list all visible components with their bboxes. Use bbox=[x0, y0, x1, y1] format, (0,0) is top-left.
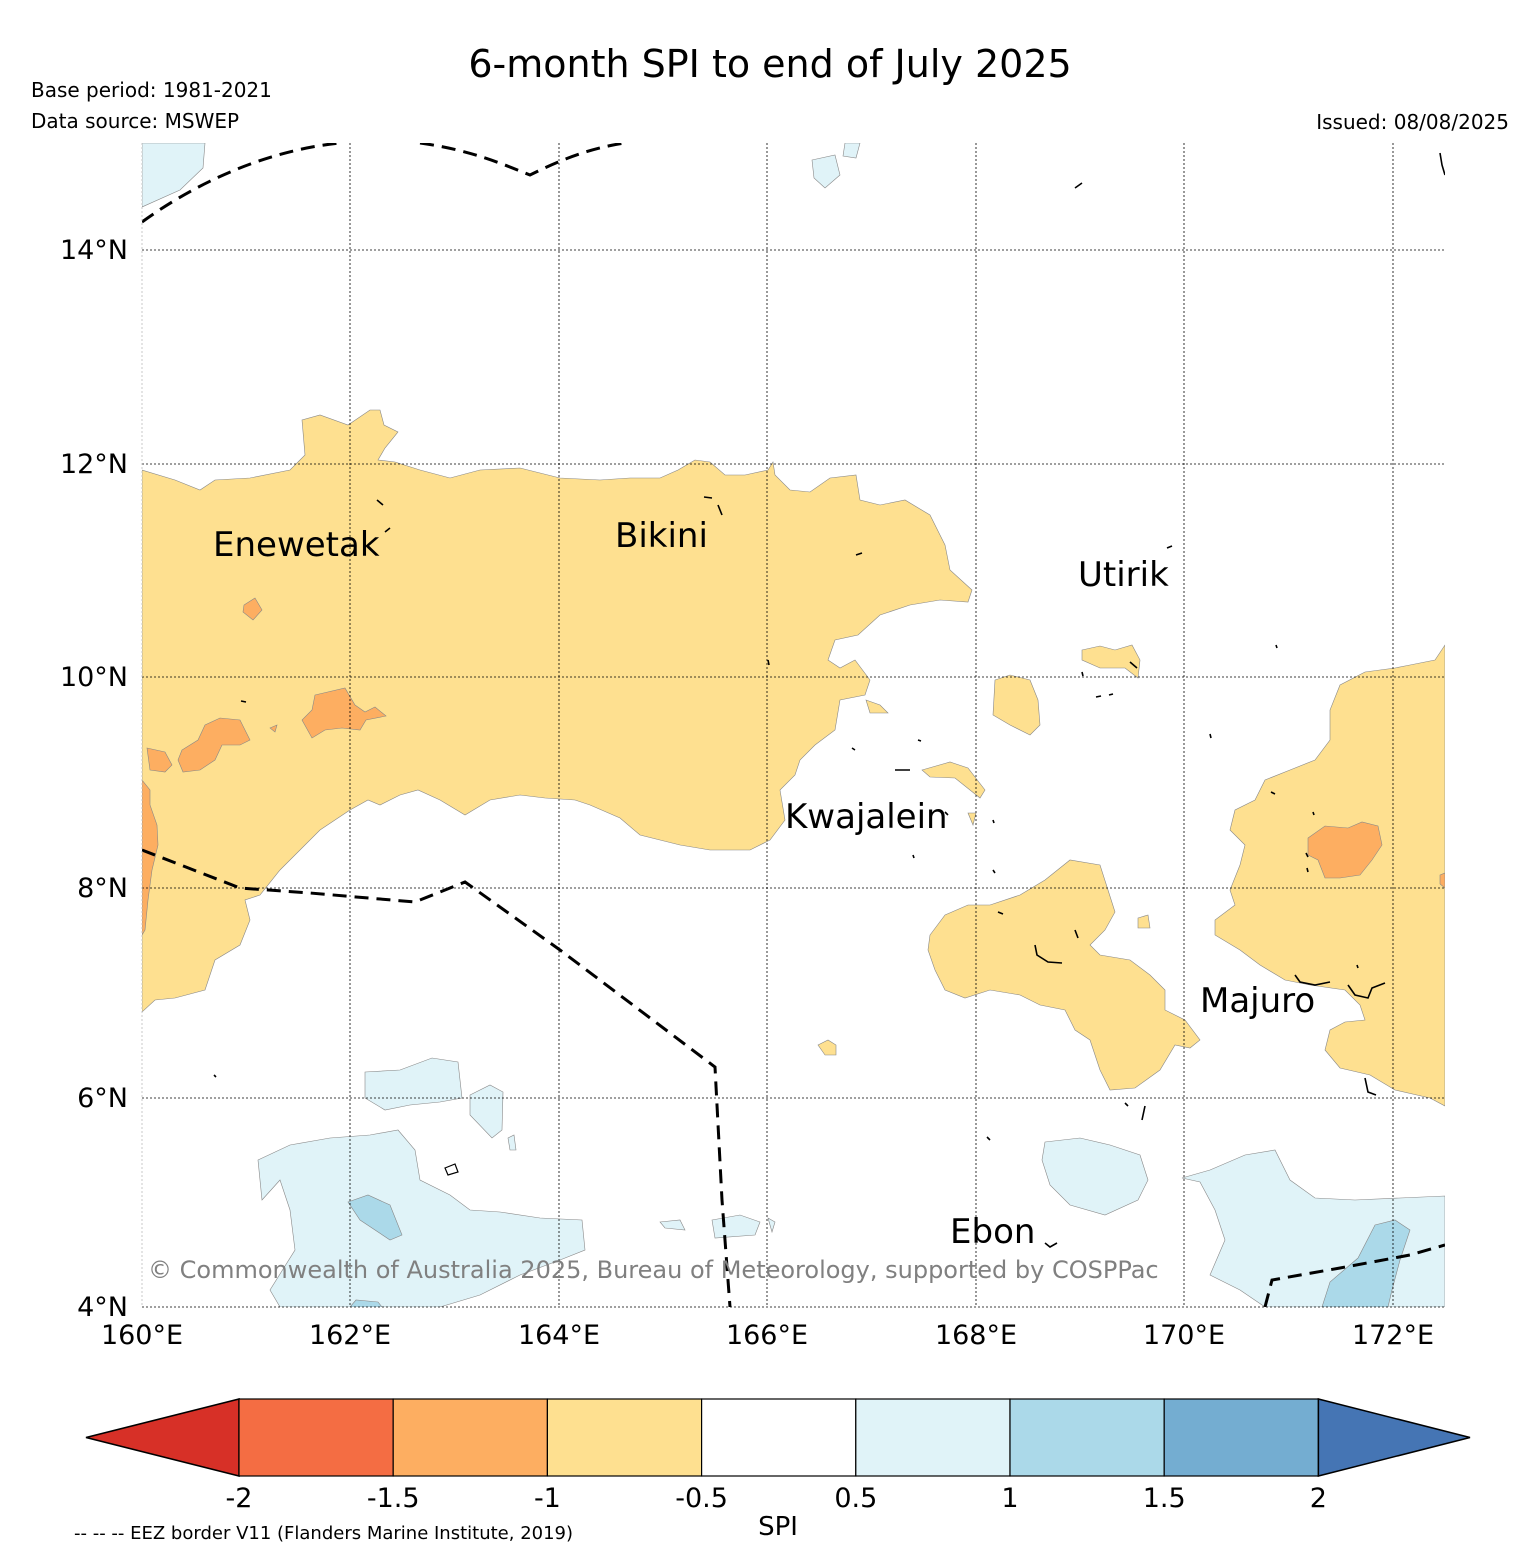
place-label-kwajalein: Kwajalein bbox=[785, 797, 948, 837]
spi-wet-area-south bbox=[257, 1129, 586, 1307]
y-tick-labels: 4°N 6°N 8°N 10°N 12°N 14°N bbox=[60, 235, 128, 1323]
x-tick-label: 160°E bbox=[101, 1320, 183, 1351]
x-tick-label: 166°E bbox=[726, 1320, 808, 1351]
y-tick-label: 14°N bbox=[60, 235, 128, 266]
colorbar-tick-label: 1 bbox=[1001, 1483, 1018, 1514]
spi-wet-area-south bbox=[1041, 1137, 1149, 1216]
y-tick-label: 10°N bbox=[60, 662, 128, 693]
spi-wet-area-south bbox=[659, 1214, 776, 1239]
base-period: Base period: 1981-2021 bbox=[31, 78, 272, 102]
colorbar-tick-label: 0.5 bbox=[834, 1483, 877, 1514]
colorbar-segment bbox=[855, 1398, 1011, 1477]
x-tick-label: 162°E bbox=[309, 1320, 391, 1351]
y-tick-label: 6°N bbox=[77, 1083, 128, 1114]
colorbar-tick-label: -0.5 bbox=[675, 1483, 728, 1514]
spi-colorbar: -2 -1.5 -1 -0.5 0.5 1 1.5 2 bbox=[85, 1398, 1471, 1514]
spi-wet-area-south bbox=[364, 1057, 463, 1111]
spi-wet-area-south bbox=[469, 1084, 517, 1151]
place-label-ebon: Ebon bbox=[950, 1212, 1035, 1252]
colorbar-label: SPI bbox=[758, 1512, 798, 1542]
colorbar-segment bbox=[1163, 1398, 1319, 1477]
y-tick-label: 8°N bbox=[77, 873, 128, 904]
place-label-majuro: Majuro bbox=[1200, 981, 1315, 1021]
place-label-bikini: Bikini bbox=[615, 516, 708, 556]
spi-dry-area-north bbox=[142, 409, 973, 1013]
spi-dry-area-marshall bbox=[927, 859, 1201, 1091]
colorbar-segment bbox=[546, 1398, 703, 1477]
colorbar-extend-low bbox=[85, 1398, 240, 1477]
spi-dry-area-marshall bbox=[865, 699, 986, 826]
colorbar-segment bbox=[392, 1398, 549, 1477]
colorbar-extend-high bbox=[1317, 1398, 1471, 1477]
colorbar-tick-label: -1.5 bbox=[367, 1483, 420, 1514]
issued-date: Issued: 08/08/2025 bbox=[1316, 110, 1509, 134]
spi-dry-area-moderate bbox=[146, 597, 263, 773]
colorbar-tick-label: 2 bbox=[1310, 1483, 1327, 1514]
colorbar-tick-label: -1 bbox=[534, 1483, 561, 1514]
spi-dry-area-marshall bbox=[992, 674, 1041, 736]
spi-dry-area-moderate bbox=[142, 779, 159, 936]
spi-dry-area-marshall bbox=[1081, 644, 1141, 679]
spi-wet-area-moderate bbox=[349, 1299, 383, 1307]
spi-wet-area-north bbox=[142, 143, 206, 208]
place-label-utirik: Utirik bbox=[1078, 555, 1169, 595]
spi-dry-area-marshall bbox=[817, 914, 1151, 1056]
y-tick-label: 4°N bbox=[77, 1292, 128, 1323]
copyright-notice: © Commonwealth of Australia 2025, Bureau… bbox=[148, 1256, 1159, 1284]
map-title: 6-month SPI to end of July 2025 bbox=[468, 42, 1072, 86]
y-tick-label: 12°N bbox=[60, 449, 128, 480]
x-tick-label: 164°E bbox=[518, 1320, 600, 1351]
colorbar-tick-label: -2 bbox=[226, 1483, 253, 1514]
spi-wet-area-north bbox=[811, 143, 861, 189]
place-label-enewetak: Enewetak bbox=[213, 525, 380, 565]
colorbar-segment bbox=[1009, 1398, 1165, 1477]
x-tick-label: 170°E bbox=[1143, 1320, 1225, 1351]
spi-map: Enewetak Bikini Utirik Kwajalein Majuro … bbox=[60, 143, 1445, 1351]
x-tick-label: 168°E bbox=[935, 1320, 1017, 1351]
atoll-outlines bbox=[213, 152, 1445, 1248]
colorbar-segment bbox=[700, 1398, 857, 1477]
spi-dry-area-moderate bbox=[1307, 821, 1445, 889]
spi-wet-area-moderate bbox=[347, 1194, 403, 1241]
colorbar-tick-label: 1.5 bbox=[1143, 1483, 1186, 1514]
colorbar-segment bbox=[238, 1398, 394, 1477]
map-grid bbox=[142, 143, 1445, 1308]
spi-dry-area-moderate bbox=[269, 687, 387, 739]
eez-borders bbox=[142, 143, 1445, 1307]
x-tick-label: 172°E bbox=[1352, 1320, 1434, 1351]
data-source: Data source: MSWEP bbox=[31, 109, 240, 133]
eez-legend-note: -- -- -- EEZ border V11 (Flanders Marine… bbox=[74, 1523, 574, 1544]
x-tick-labels: 160°E 162°E 164°E 166°E 168°E 170°E 172°… bbox=[101, 1320, 1434, 1351]
spi-fields bbox=[142, 143, 1445, 1307]
